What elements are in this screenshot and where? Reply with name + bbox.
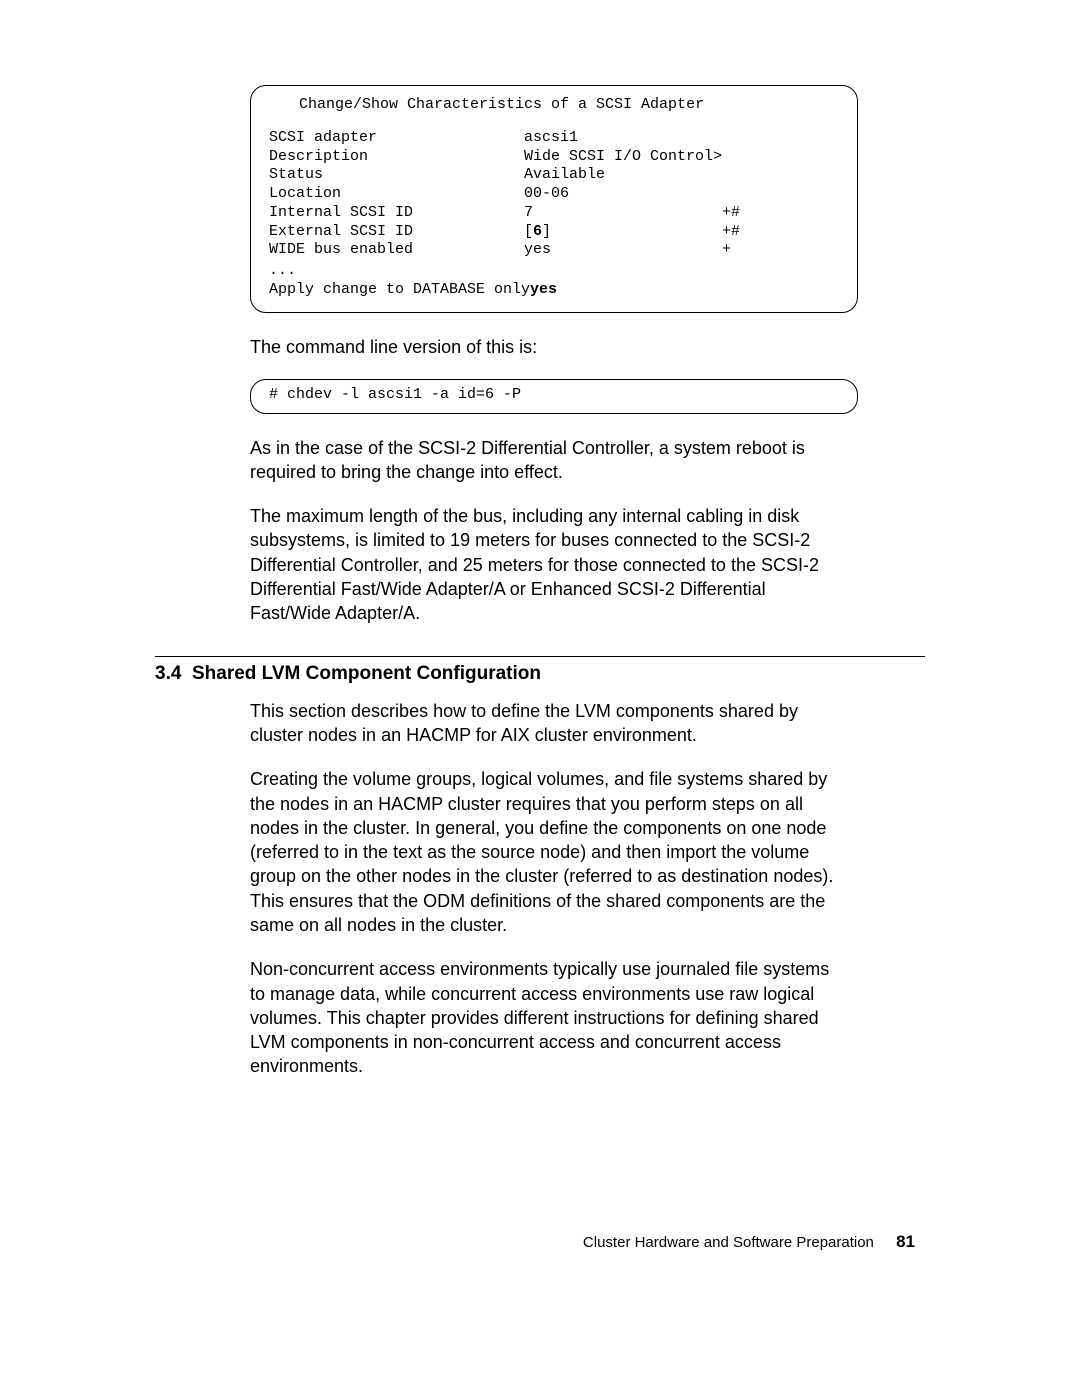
smit-screen-box: Change/Show Characteristics of a SCSI Ad… [250, 85, 858, 313]
smit-row: SCSI adapterascsi1 [269, 129, 762, 148]
smit-row: External SCSI ID[6]+# [269, 223, 762, 242]
document-page: Change/Show Characteristics of a SCSI Ad… [0, 0, 1080, 1397]
body-block-3: This section describes how to define the… [250, 699, 840, 1079]
smit-last-label: Apply change to DATABASE only [269, 281, 530, 300]
smit-last-row: Apply change to DATABASE only yes [269, 281, 745, 300]
smit-row: Location00-06 [269, 185, 762, 204]
footer-page-number: 81 [878, 1232, 915, 1251]
smit-row-flag [722, 129, 762, 148]
page-footer: Cluster Hardware and Software Preparatio… [583, 1232, 915, 1252]
smit-row-flag [722, 148, 762, 167]
smit-row-flag [722, 185, 762, 204]
smit-row: Internal SCSI ID7+# [269, 204, 762, 223]
section-number: 3.4 [155, 663, 181, 684]
smit-last-flag [705, 281, 745, 300]
smit-row-label: External SCSI ID [269, 223, 524, 242]
smit-row-label: Description [269, 148, 524, 167]
paragraph-creating-vg: Creating the volume groups, logical volu… [250, 767, 840, 937]
smit-row: WIDE bus enabledyes+ [269, 241, 762, 260]
body-block-1: The command line version of this is: [250, 335, 840, 359]
paragraph-nonconcurrent: Non-concurrent access environments typic… [250, 957, 840, 1078]
smit-row-value: 7 [524, 204, 722, 223]
smit-row: StatusAvailable [269, 166, 762, 185]
smit-row-flag [722, 166, 762, 185]
paragraph-cmdline-intro: The command line version of this is: [250, 335, 840, 359]
smit-row: DescriptionWide SCSI I/O Control> [269, 148, 762, 167]
smit-row-value: 00-06 [524, 185, 722, 204]
paragraph-section-intro: This section describes how to define the… [250, 699, 840, 748]
section-heading: 3.4 Shared LVM Component Configuration [155, 663, 925, 685]
smit-row-label: SCSI adapter [269, 129, 524, 148]
smit-screen-title: Change/Show Characteristics of a SCSI Ad… [269, 96, 839, 115]
section-title: Shared LVM Component Configuration [192, 663, 541, 684]
page-content: Change/Show Characteristics of a SCSI Ad… [155, 85, 925, 1099]
paragraph-reboot-note: As in the case of the SCSI-2 Differentia… [250, 436, 840, 485]
section-rule [155, 656, 925, 657]
smit-last-value: yes [530, 281, 557, 298]
smit-row-flag: +# [722, 204, 762, 223]
paragraph-bus-length: The maximum length of the bus, including… [250, 504, 840, 625]
smit-row-value: Wide SCSI I/O Control> [524, 148, 722, 167]
smit-row-value: yes [524, 241, 722, 260]
smit-row-value: Available [524, 166, 722, 185]
smit-row-label: Internal SCSI ID [269, 204, 524, 223]
smit-row-label: Status [269, 166, 524, 185]
smit-row-flag: + [722, 241, 762, 260]
command-box: # chdev -l ascsi1 -a id=6 -P [250, 379, 858, 414]
command-line: # chdev -l ascsi1 -a id=6 -P [269, 386, 521, 403]
smit-row-label: WIDE bus enabled [269, 241, 524, 260]
smit-row-label: Location [269, 185, 524, 204]
body-block-2: As in the case of the SCSI-2 Differentia… [250, 436, 840, 626]
footer-chapter-title: Cluster Hardware and Software Preparatio… [583, 1234, 874, 1251]
smit-row-value: [6] [524, 223, 722, 242]
smit-attribute-table: SCSI adapterascsi1DescriptionWide SCSI I… [269, 129, 762, 260]
smit-row-flag: +# [722, 223, 762, 242]
smit-row-value: ascsi1 [524, 129, 722, 148]
smit-ellipsis: ... [269, 262, 839, 281]
